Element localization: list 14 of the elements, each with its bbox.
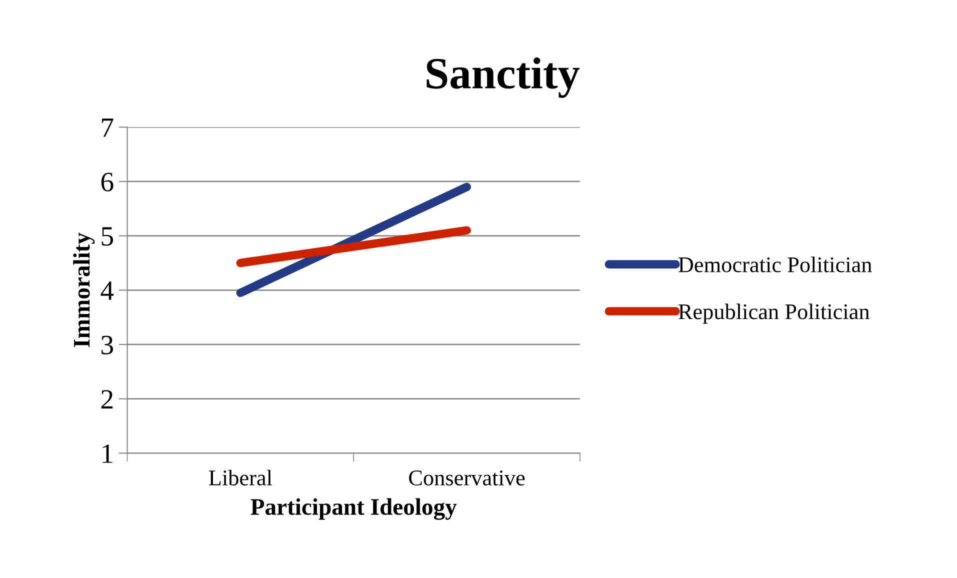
y-tick-label: 3 xyxy=(102,336,113,354)
y-axis-title: Immorality xyxy=(73,232,95,348)
y-tick-label: 2 xyxy=(101,390,113,408)
y-tick-label: 5 xyxy=(102,227,113,246)
x-tick-label: Conservative xyxy=(409,470,525,486)
chart-title: Sanctity xyxy=(426,57,580,98)
y-tick-label: 7 xyxy=(102,118,114,137)
y-tick-label: 6 xyxy=(101,172,114,192)
y-tick-label: 4 xyxy=(100,282,114,300)
x-axis-title: Participant Ideology xyxy=(250,498,457,520)
legend-label: Democratic Politician xyxy=(678,256,872,272)
legend-label: Republican Politician xyxy=(678,304,870,324)
x-tick-label: Liberal xyxy=(209,470,272,486)
y-tick-label: 1 xyxy=(102,444,112,463)
